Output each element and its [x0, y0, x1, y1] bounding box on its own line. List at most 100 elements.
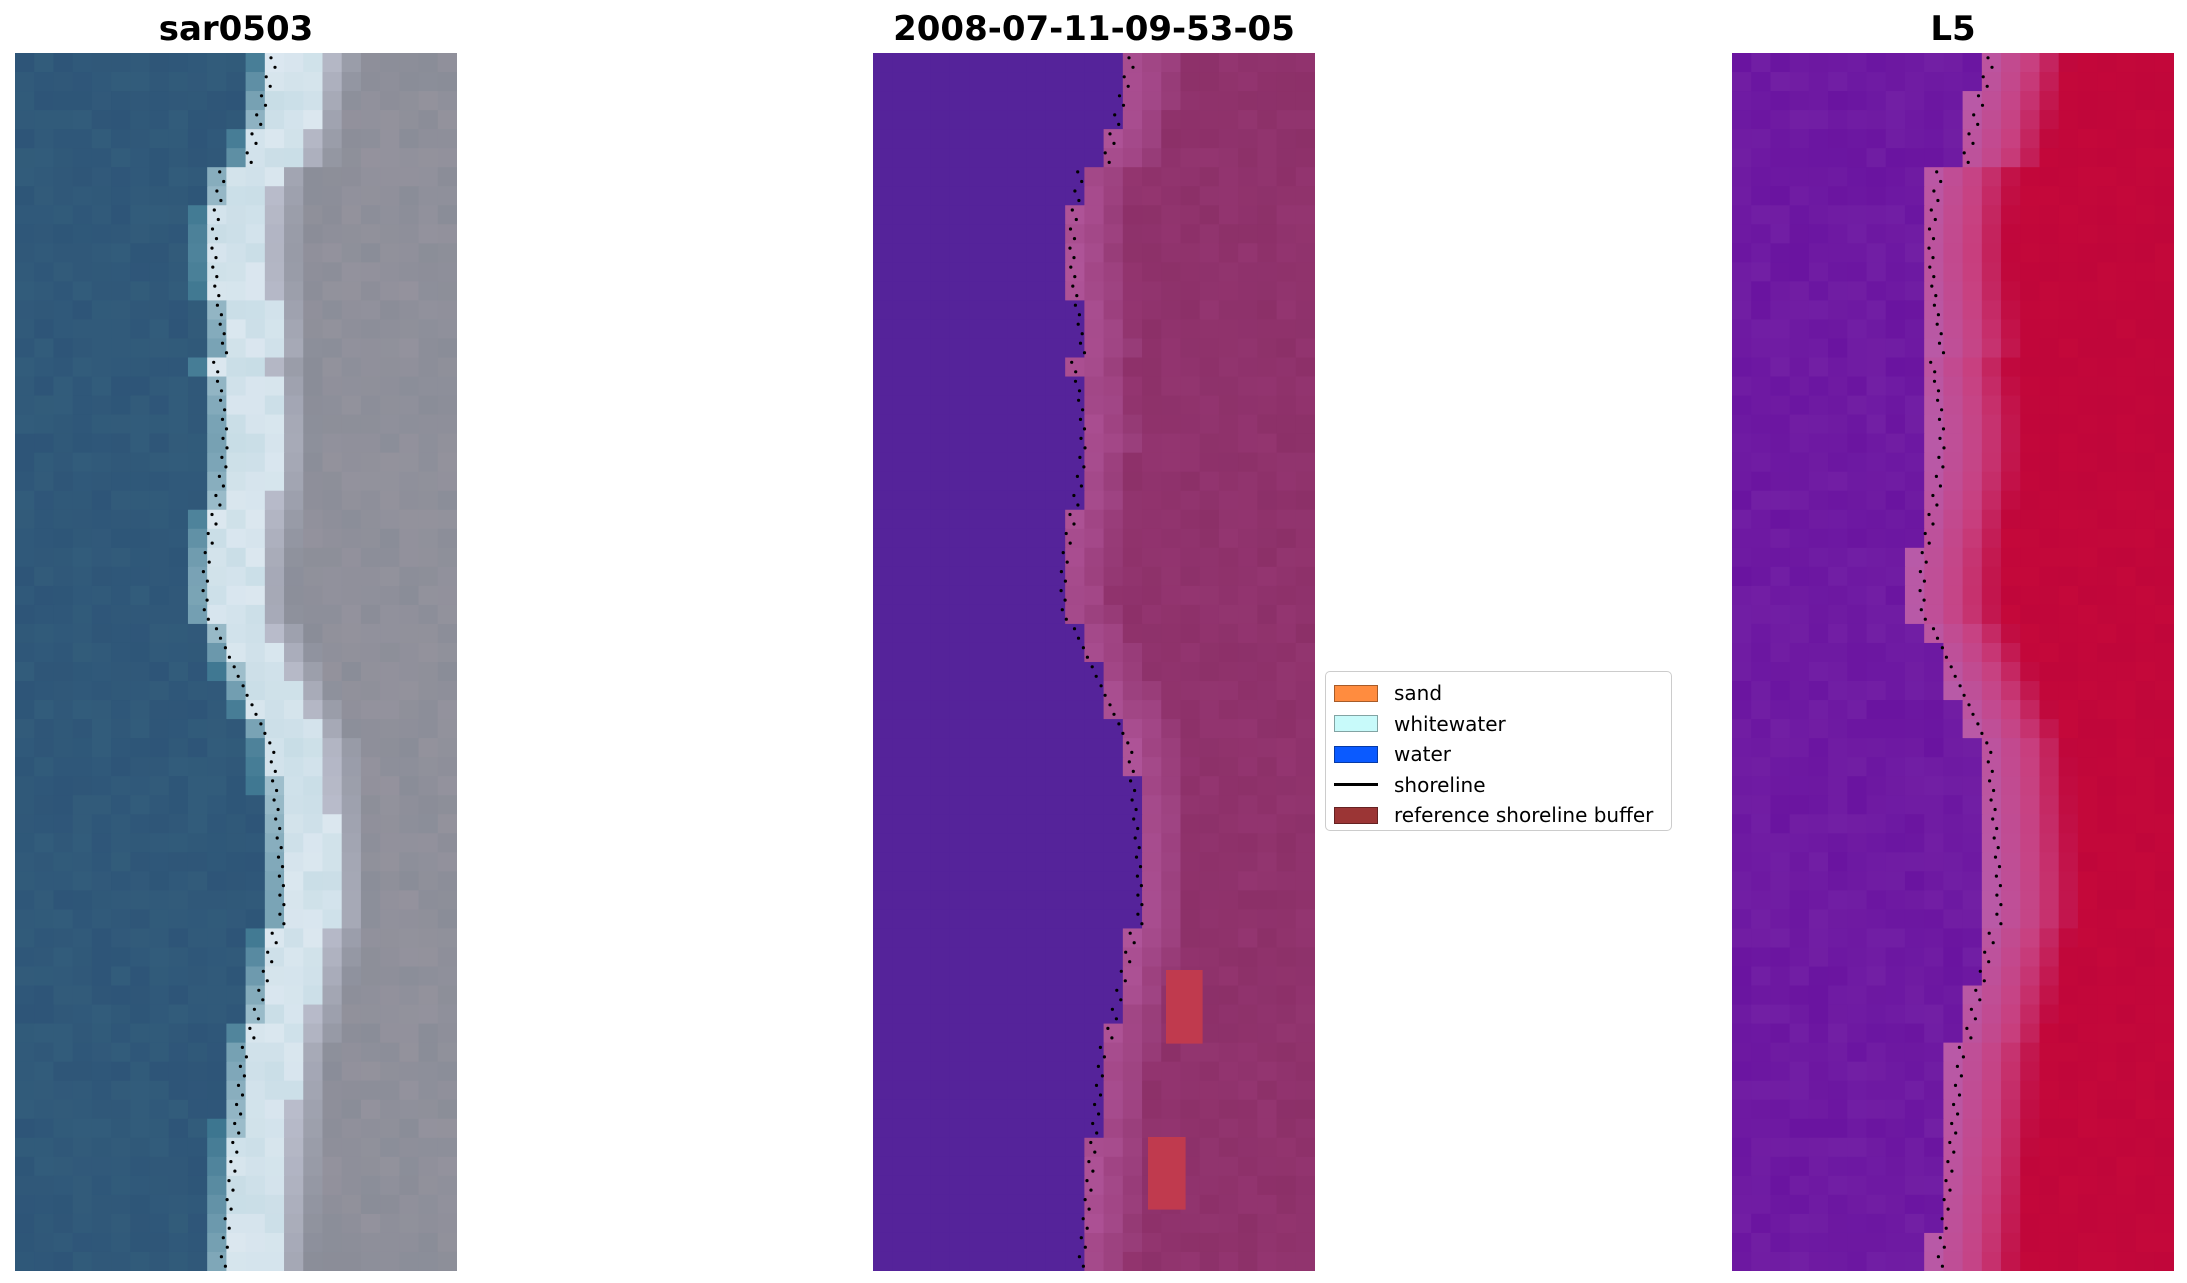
index-pixel [1732, 623, 1752, 644]
class-pixel [1084, 890, 1105, 911]
index-pixel [2020, 1156, 2041, 1177]
class-pixel [1045, 700, 1066, 720]
class-pixel [988, 852, 1009, 872]
rgb-pixel [437, 566, 457, 587]
index-pixel [1751, 1175, 1772, 1196]
rgb-pixel [437, 985, 457, 1006]
class-pixel [1295, 414, 1315, 435]
index-pixel [1904, 1080, 1925, 1101]
index-pixel [1789, 357, 1810, 378]
class-pixel [911, 110, 932, 130]
class-pixel [1103, 966, 1124, 987]
shoreline-point [1929, 208, 1933, 212]
rgb-pixel [15, 1118, 35, 1139]
rgb-pixel [168, 795, 189, 815]
rgb-pixel [111, 167, 131, 187]
index-pixel [1981, 947, 2002, 968]
index-pixel [1789, 1099, 1810, 1120]
shoreline-point [1929, 360, 1933, 364]
shoreline-point [233, 1169, 237, 1173]
rgb-pixel [264, 414, 285, 435]
index-pixel [1981, 281, 2002, 302]
rgb-pixel [418, 433, 439, 454]
index-pixel [2039, 566, 2060, 587]
class-pixel [1276, 281, 1297, 302]
class-pixel [1065, 604, 1085, 625]
index-pixel [2154, 1099, 2174, 1120]
rgb-pixel [91, 1080, 112, 1101]
rgb-pixel [91, 1023, 112, 1044]
index-pixel [1924, 300, 1944, 321]
shoreline-point [1978, 998, 1982, 1002]
shoreline-point [1996, 846, 2000, 850]
index-pixel [1770, 1194, 1791, 1215]
index-pixel [2097, 224, 2117, 244]
index-pixel [2077, 814, 2098, 834]
rgb-pixel [380, 471, 400, 492]
rgb-pixel [341, 224, 362, 244]
class-pixel [1199, 433, 1220, 454]
index-pixel [1789, 1251, 1810, 1271]
index-pixel [1924, 1061, 1944, 1082]
index-pixel [1962, 890, 1983, 911]
index-pixel [2039, 776, 2060, 796]
index-pixel [1770, 262, 1791, 282]
index-pixel [2039, 814, 2060, 834]
class-pixel [1142, 224, 1162, 244]
class-pixel [911, 662, 932, 682]
index-pixel [2097, 376, 2117, 397]
rgb-pixel [322, 947, 343, 968]
class-pixel [911, 1137, 932, 1158]
class-pixel [1161, 243, 1182, 263]
rgb-pixel [303, 205, 324, 225]
class-pixel [1103, 1213, 1124, 1234]
index-pixel [1732, 414, 1752, 435]
rgb-pixel [245, 376, 266, 397]
index-pixel [2020, 566, 2041, 587]
rgb-pixel [341, 262, 362, 282]
index-pixel [2020, 1080, 2041, 1101]
rgb-pixel [15, 985, 35, 1006]
index-pixel [1808, 1251, 1829, 1271]
index-pixel [2058, 490, 2079, 511]
class-pixel [1142, 1023, 1162, 1044]
class-pixel [1045, 947, 1066, 968]
rgb-pixel [226, 966, 247, 987]
rgb-pixel [53, 1042, 74, 1063]
rgb-pixel [168, 928, 189, 949]
index-pixel [2116, 148, 2137, 168]
shoreline-point [275, 788, 279, 793]
rgb-pixel [437, 757, 457, 777]
class-pixel [930, 681, 951, 701]
index-pixel [1847, 985, 1868, 1006]
class-pixel [1103, 681, 1124, 701]
class-pixel [911, 871, 932, 891]
class-pixel [911, 547, 932, 568]
rgb-pixel [130, 1118, 151, 1139]
rgb-pixel [130, 1023, 151, 1044]
class-pixel [1065, 509, 1085, 530]
index-pixel [1866, 928, 1887, 949]
rgb-pixel [111, 72, 131, 92]
index-pixel [1732, 928, 1752, 949]
index-pixel [1885, 1004, 1906, 1025]
rgb-pixel [149, 281, 170, 302]
class-pixel [1122, 719, 1143, 739]
rgb-pixel [130, 509, 151, 530]
class-pixel [1103, 129, 1124, 149]
class-pixel [949, 1080, 970, 1101]
class-pixel [1122, 566, 1143, 587]
class-pixel [1180, 509, 1201, 530]
class-pixel [1007, 395, 1028, 416]
index-image-panel [1732, 53, 2174, 1271]
index-pixel [1808, 890, 1829, 911]
rgb-pixel [380, 776, 400, 796]
index-pixel [1789, 890, 1810, 911]
class-pixel [988, 1080, 1009, 1101]
class-pixel [1238, 719, 1258, 739]
index-pixel [2077, 300, 2098, 321]
class-pixel [1257, 471, 1278, 492]
index-pixel [1789, 300, 1810, 321]
class-pixel [1238, 585, 1258, 606]
index-pixel [2116, 871, 2137, 891]
